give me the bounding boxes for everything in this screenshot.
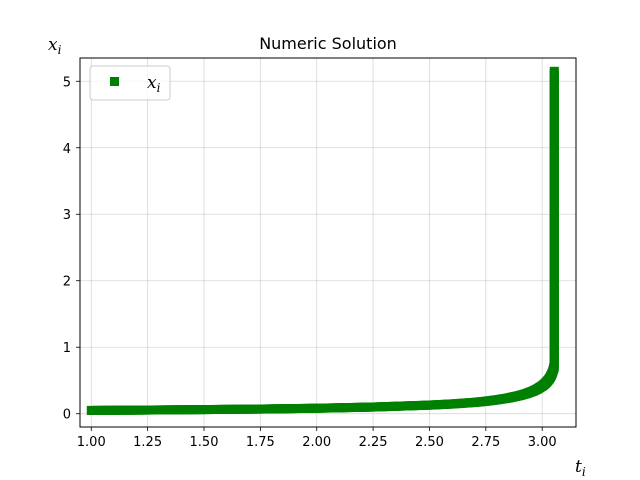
plot-frame [79, 57, 577, 428]
x-tick-label: 1.75 [246, 435, 275, 450]
x-ticks: 1.00 1.25 1.50 1.75 2.00 2.25 2.50 2.75 3.00 [77, 427, 557, 450]
y-axis-label: xi [48, 35, 62, 57]
y-tick-label: 1 [63, 341, 71, 356]
y-ticks: 0 1 2 3 4 5 [63, 75, 80, 423]
y-tick-label: 3 [63, 208, 71, 223]
data-point [549, 66, 559, 76]
y-tick-label: 2 [63, 275, 71, 290]
y-tick-label: 4 [63, 142, 71, 157]
x-tick-label: 2.75 [471, 435, 500, 450]
chart-title: Numeric Solution [259, 34, 397, 53]
x-tick-label: 2.50 [415, 435, 444, 450]
svg-text:ti: ti [575, 457, 586, 479]
legend-box [89, 65, 171, 101]
legend: xi [89, 65, 171, 101]
svg-text:xi: xi [48, 35, 62, 57]
legend-label: xi [147, 73, 161, 95]
grid [80, 58, 576, 427]
legend-marker [110, 77, 119, 86]
x-tick-label: 2.25 [359, 435, 388, 450]
x-tick-label: 2.00 [302, 435, 331, 450]
y-tick-label: 5 [63, 75, 71, 90]
x-tick-label: 1.25 [133, 435, 162, 450]
series-xi [86, 66, 559, 415]
y-tick-label: 0 [63, 408, 71, 423]
x-axis-label: ti [575, 457, 586, 479]
x-tick-label: 3.00 [528, 435, 557, 450]
x-tick-label: 1.50 [190, 435, 219, 450]
x-tick-label: 1.00 [77, 435, 106, 450]
